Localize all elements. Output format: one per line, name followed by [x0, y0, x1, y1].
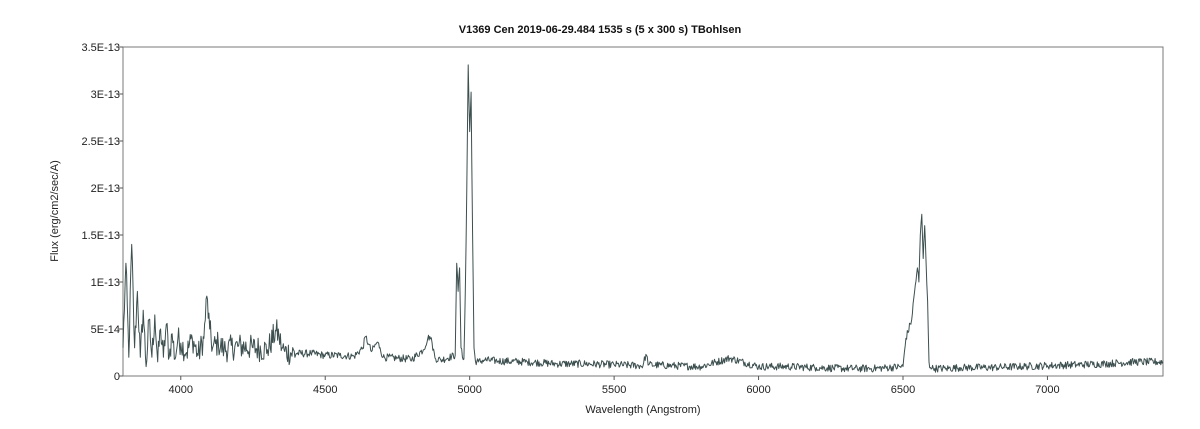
x-tick-label: 7000	[1035, 384, 1059, 396]
x-tick-label: 6000	[746, 384, 770, 396]
x-tick-label: 4500	[313, 384, 337, 396]
spectrum-series-line	[122, 64, 1164, 373]
x-tick-label: 6500	[891, 384, 915, 396]
y-tick-label: 1.5E-13	[81, 230, 120, 242]
y-tick-label: 2E-13	[91, 183, 120, 195]
y-tick-label: 1E-13	[91, 277, 120, 289]
y-axis-title: Flux (erg/cm2/sec/A)	[49, 160, 61, 261]
y-tick-label: 2.5E-13	[81, 136, 120, 148]
y-tick-label: 3E-13	[91, 89, 120, 101]
x-axis: 4000 4500 5000 5500 6000 6500 7000	[169, 376, 1060, 396]
chart-title: V1369 Cen 2019-06-29.484 1535 s (5 x 300…	[459, 24, 742, 36]
plot-area	[122, 46, 1164, 377]
x-axis-title: Wavelength (Angstrom)	[585, 404, 700, 416]
y-axis: 0 5E-14 1E-13 1.5E-13 2E-13 2.5E-13 3E-13 3.5E-…	[81, 42, 123, 383]
y-tick-label: 3.5E-13	[81, 42, 120, 54]
x-tick-label: 5500	[602, 384, 626, 396]
y-tick-label: 0	[114, 371, 120, 383]
x-tick-label: 5000	[457, 384, 481, 396]
x-tick-label: 4000	[169, 384, 193, 396]
y-tick-label: 5E-14	[91, 324, 120, 336]
